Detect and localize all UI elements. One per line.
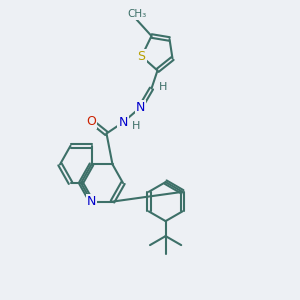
- Text: S: S: [138, 50, 146, 63]
- Text: H: H: [132, 121, 141, 131]
- Text: N: N: [136, 101, 145, 114]
- Text: N: N: [87, 195, 96, 208]
- Text: CH₃: CH₃: [127, 9, 146, 19]
- Text: N: N: [118, 116, 128, 129]
- Text: O: O: [87, 115, 96, 128]
- Text: H: H: [159, 82, 167, 92]
